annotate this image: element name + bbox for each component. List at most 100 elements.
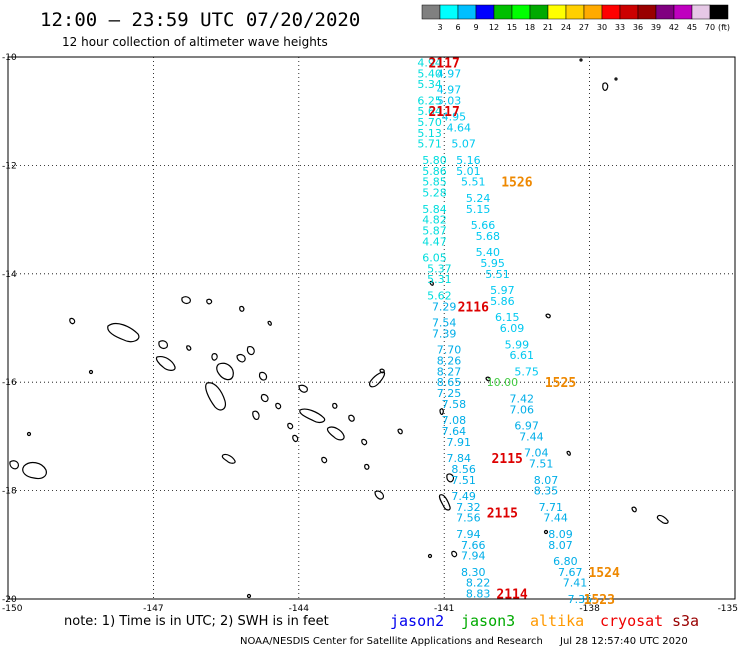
wave-height-value: 6.61: [509, 349, 534, 362]
wave-height-value: 8.65: [437, 376, 462, 389]
colorbar-swatch: [475, 4, 495, 20]
island-outline: [451, 550, 458, 558]
wave-height-value: 7.56: [456, 512, 481, 525]
wave-height-value: 5.24: [466, 192, 491, 205]
latitude-label: -14: [2, 270, 17, 280]
colorbar-label: 45: [687, 23, 697, 32]
wave-height-value: 7.35: [568, 593, 593, 606]
island-outline: [239, 305, 245, 312]
wave-height-value: 8.22: [466, 577, 491, 590]
island-outline: [579, 58, 583, 62]
island-outline: [438, 494, 451, 511]
wave-height-value: 7.32: [456, 501, 481, 514]
orbit-number: 1524: [588, 566, 619, 581]
wave-height-value: 6.80: [553, 555, 578, 568]
wave-height-value: 5.84: [422, 203, 447, 216]
island-outline: [369, 371, 386, 388]
wave-height-value: 7.04: [524, 447, 549, 460]
orbit-number: 2115: [487, 506, 518, 521]
island-outline: [158, 340, 168, 349]
island-outline: [446, 473, 455, 483]
wave-height-value: 10.00: [487, 376, 519, 389]
wave-height-value: 7.44: [543, 512, 568, 525]
island-outline: [364, 463, 370, 470]
orbit-number: 2116: [458, 300, 489, 315]
colorbar-swatch: [619, 4, 639, 20]
longitude-label: -144: [289, 604, 310, 614]
wave-height-value: 5.99: [505, 338, 530, 351]
wave-height-value: 4.47: [422, 235, 447, 248]
wave-height-value: 5.15: [466, 203, 491, 216]
wave-height-value: 8.07: [534, 474, 559, 487]
island-outline: [566, 450, 571, 456]
island-outline: [9, 460, 19, 470]
orbit-number: 2115: [492, 452, 523, 467]
map-frame: [7, 56, 736, 600]
wave-height-value: 5.87: [422, 224, 447, 237]
wave-height-value: 5.85: [422, 176, 447, 189]
wave-height-value: 7.42: [509, 392, 534, 405]
island-outline: [216, 362, 234, 381]
longitude-label: -150: [2, 604, 23, 614]
wave-height-value: 5.34: [417, 78, 442, 91]
wave-height-value: 7.49: [451, 490, 476, 503]
orbit-number: 1525: [545, 376, 576, 391]
island-outline: [439, 408, 444, 416]
island-outline: [545, 313, 551, 319]
colorbar-label: 42: [669, 23, 679, 32]
wave-height-value: 5.40: [476, 246, 501, 259]
wave-height-value: 4.95: [442, 111, 467, 124]
wave-height-value: 7.41: [563, 577, 588, 590]
legend-altika: altika: [530, 612, 584, 630]
wave-height-value: 5.95: [480, 257, 505, 270]
map-gridlines: [8, 57, 735, 599]
colorbar-label: 39: [651, 23, 661, 32]
wave-height-value: 5.66: [471, 219, 496, 232]
wave-height-value: 6.97: [514, 420, 539, 433]
colorbar-label: 30: [597, 23, 607, 32]
wave-height-value: 5.01: [456, 165, 481, 178]
wave-height-value: 5.40: [417, 67, 442, 80]
island-outline: [614, 77, 618, 81]
wave-height-value: 8.09: [548, 528, 573, 541]
latitude-label: -18: [2, 487, 17, 497]
wave-height-value: 7.54: [432, 317, 457, 330]
legend-cryosat: cryosat: [600, 612, 663, 630]
island-outline: [258, 371, 268, 381]
island-outline: [427, 553, 433, 559]
colorbar-swatch: [709, 4, 729, 20]
colorbar-label: 70: [705, 23, 715, 32]
island-outline: [361, 438, 368, 446]
wave-height-value: 5.62: [427, 289, 452, 302]
wave-height-value: 8.27: [437, 365, 462, 378]
map-title: 12:00 – 23:59 UTC 07/20/2020: [40, 9, 360, 31]
island-outline: [252, 410, 260, 421]
wave-height-value: 5.71: [417, 138, 442, 151]
latitude-label: -12: [2, 161, 17, 171]
wave-height-value: 4.82: [422, 214, 447, 227]
longitude-label: -147: [143, 604, 163, 614]
orbit-number: 2114: [496, 588, 527, 603]
island-outline: [292, 434, 299, 443]
colorbar-label: 9: [473, 23, 478, 32]
latitude-label: -10: [2, 53, 17, 63]
island-outline: [485, 376, 491, 382]
wave-height-value: 5.70: [417, 116, 442, 129]
wave-height-value: 7.58: [442, 398, 467, 411]
wave-height-value: 5.75: [514, 365, 539, 378]
wave-height-value: 7.44: [519, 430, 544, 443]
island-outline: [260, 393, 269, 403]
wave-height-value: 5.64: [417, 105, 442, 118]
wave-height-value: 5.03: [437, 94, 462, 107]
wave-height-value: 7.08: [442, 414, 467, 427]
colorbar-swatch: [637, 4, 657, 20]
island-outline: [107, 322, 140, 343]
wave-height-value: 5.68: [476, 230, 501, 243]
wave-height-value: 7.70: [437, 344, 462, 357]
wave-height-value: 7.06: [509, 403, 534, 416]
colorbar-label: 15: [507, 23, 517, 32]
island-outline: [298, 384, 308, 393]
colorbar-swatch: [565, 4, 585, 20]
island-outline: [155, 356, 176, 371]
